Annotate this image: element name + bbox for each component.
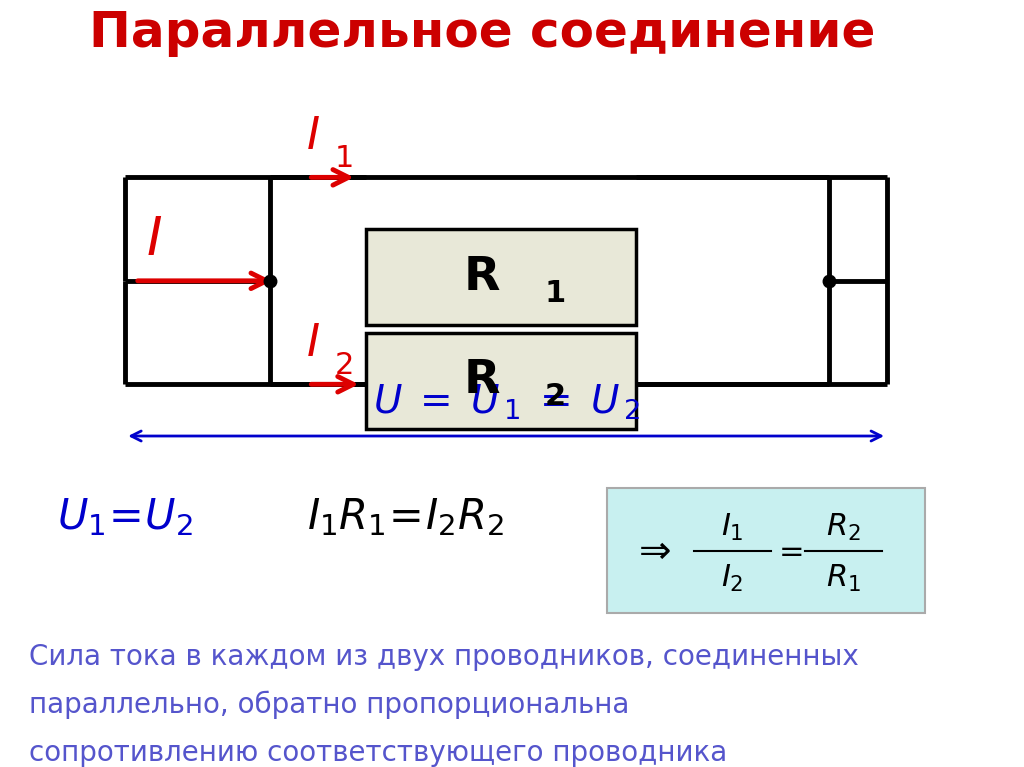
Text: Сила тока в каждом из двух проводников, соединенных: Сила тока в каждом из двух проводников, … bbox=[29, 643, 859, 671]
Text: параллельно, обратно пропорциональна: параллельно, обратно пропорциональна bbox=[29, 691, 630, 719]
Text: $\mathbf{R}$: $\mathbf{R}$ bbox=[463, 255, 501, 300]
Text: $U\;=\;U_{\,1}\;=\;U_{\,2}$: $U\;=\;U_{\,1}\;=\;U_{\,2}$ bbox=[373, 383, 639, 423]
Bar bbox=[367, 333, 636, 429]
Text: $I_{1}R_{1}\!=\!I_{2}R_{2}$: $I_{1}R_{1}\!=\!I_{2}R_{2}$ bbox=[306, 496, 503, 538]
Bar bbox=[607, 488, 926, 614]
Text: сопротивлению соответствующего проводника: сопротивлению соответствующего проводник… bbox=[29, 739, 727, 767]
Text: $\mathit{I}$: $\mathit{I}$ bbox=[146, 214, 163, 266]
Text: $\mathit{I}$: $\mathit{I}$ bbox=[306, 115, 321, 158]
Text: $\Rightarrow$: $\Rightarrow$ bbox=[632, 532, 672, 570]
Text: $1$: $1$ bbox=[334, 144, 352, 173]
Text: $2$: $2$ bbox=[334, 351, 352, 380]
Bar bbox=[367, 229, 636, 325]
Text: $U_{1}\!=\!U_{2}$: $U_{1}\!=\!U_{2}$ bbox=[57, 496, 194, 538]
Text: Параллельное соединение: Параллельное соединение bbox=[89, 9, 876, 58]
Text: $R_{1}$: $R_{1}$ bbox=[826, 563, 861, 594]
Text: $\mathit{I}$: $\mathit{I}$ bbox=[306, 322, 321, 365]
Text: $I_{2}$: $I_{2}$ bbox=[722, 563, 743, 594]
Text: $\mathbf{R}$: $\mathbf{R}$ bbox=[463, 358, 501, 403]
Text: $\mathbf{1}$: $\mathbf{1}$ bbox=[544, 279, 565, 308]
Text: $I_{1}$: $I_{1}$ bbox=[721, 512, 744, 544]
Text: $=$: $=$ bbox=[773, 536, 803, 565]
Text: $R_{2}$: $R_{2}$ bbox=[826, 512, 861, 544]
Text: $\mathbf{2}$: $\mathbf{2}$ bbox=[544, 382, 564, 411]
